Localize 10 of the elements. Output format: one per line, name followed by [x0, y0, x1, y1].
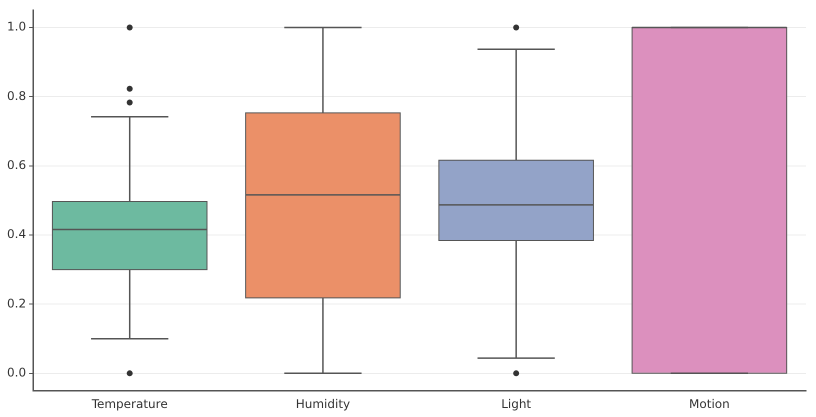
- x-tick-label: Motion: [689, 396, 730, 411]
- x-tick-label: Humidity: [296, 396, 350, 411]
- y-tick-label: 0.2: [6, 296, 26, 310]
- x-tick-label: Temperature: [90, 396, 168, 411]
- y-tick-label: 0.0: [6, 365, 26, 380]
- y-tick-label: 0.6: [6, 158, 26, 172]
- y-tick-label: 0.8: [6, 88, 26, 103]
- x-tick-label: Light: [501, 396, 532, 411]
- y-tick-label: 1.0: [6, 20, 26, 34]
- y-tick-label: 0.4: [6, 227, 26, 242]
